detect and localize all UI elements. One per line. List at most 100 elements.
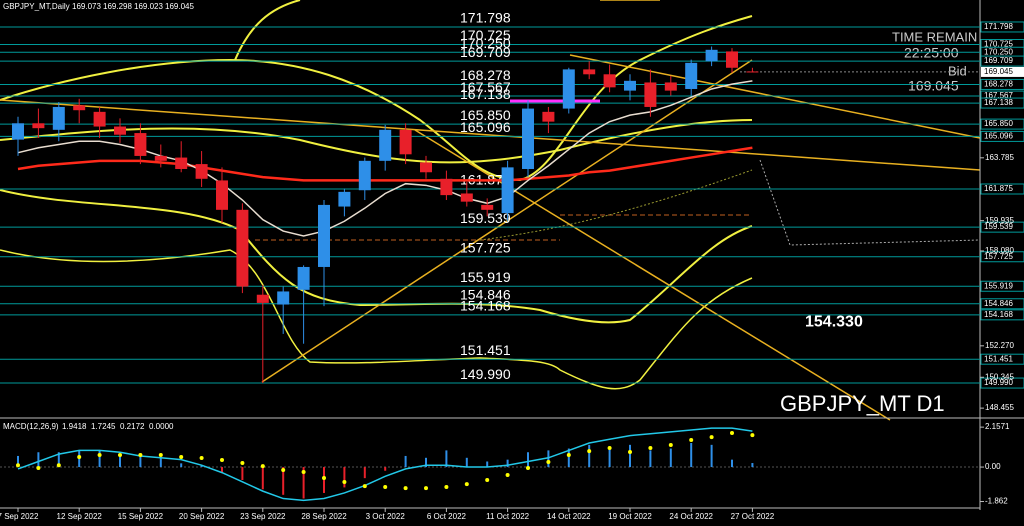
level-label: 154.846 bbox=[460, 286, 511, 302]
level-label: 170.250 bbox=[460, 35, 511, 51]
candle-body bbox=[542, 111, 555, 122]
y-tick-label: 158.080 bbox=[985, 246, 1014, 255]
bid-value: 169.045 bbox=[908, 78, 959, 94]
header-ohlc: 169.298 bbox=[103, 2, 132, 11]
y-tick-label: 148.455 bbox=[985, 403, 1014, 412]
level-tag bbox=[980, 183, 1024, 195]
signal-dot bbox=[97, 453, 102, 458]
band-line bbox=[234, 0, 301, 61]
trendline bbox=[0, 99, 981, 171]
level-tag bbox=[980, 21, 1024, 33]
signal-dot bbox=[260, 464, 265, 469]
y-tick-label: 168.278 bbox=[984, 80, 1013, 89]
signal-dot bbox=[607, 445, 612, 450]
candle-body bbox=[318, 204, 330, 267]
signal-dot bbox=[668, 443, 673, 448]
y-tick-label: 165.096 bbox=[984, 132, 1013, 141]
x-tick-label: 7 Sep 2022 bbox=[0, 512, 39, 521]
signal-dot bbox=[689, 438, 694, 443]
time-remain-label: TIME REMAIN bbox=[892, 29, 977, 44]
x-tick-label: 28 Sep 2022 bbox=[301, 512, 347, 521]
band-line bbox=[0, 15, 753, 182]
candle-body bbox=[93, 111, 106, 127]
level-label: 167.567 bbox=[460, 79, 511, 95]
signal-dot bbox=[281, 468, 286, 473]
annotation: 154.330 bbox=[805, 313, 863, 330]
candle-body bbox=[358, 160, 371, 191]
signal-dot bbox=[138, 453, 143, 458]
candle-body bbox=[195, 164, 208, 179]
candle-body bbox=[277, 291, 290, 305]
candle-body bbox=[685, 62, 698, 89]
y-tick-label: 170.725 bbox=[984, 40, 1013, 49]
macd-header-value: 1.9418 bbox=[62, 422, 87, 431]
signal-dot bbox=[526, 465, 530, 470]
level-label: 151.451 bbox=[460, 342, 511, 358]
x-tick-label: 19 Oct 2022 bbox=[608, 512, 652, 521]
level-tag bbox=[980, 55, 1024, 67]
y-tick-label: 152.270 bbox=[985, 341, 1014, 350]
candle-body bbox=[562, 69, 575, 109]
dotted-line bbox=[479, 169, 753, 241]
y-tick-label: 163.785 bbox=[985, 153, 1014, 162]
level-label: 171.798 bbox=[460, 10, 511, 26]
x-tick-label: 27 Oct 2022 bbox=[731, 512, 775, 521]
y-tick-label: 149.990 bbox=[984, 378, 1013, 387]
dotted-line bbox=[759, 159, 981, 246]
level-label: 155.919 bbox=[460, 269, 511, 285]
candle-body bbox=[522, 108, 534, 169]
macd-header-value: 1.7245 bbox=[91, 422, 116, 431]
level-label: 157.725 bbox=[460, 239, 511, 255]
candle-body bbox=[134, 133, 147, 156]
signal-dot bbox=[403, 486, 408, 491]
y-tick-label: 0.00 bbox=[985, 462, 1001, 471]
candle-body bbox=[726, 51, 738, 68]
x-tick-label: 23 Sep 2022 bbox=[240, 512, 286, 521]
candle-body bbox=[644, 82, 657, 107]
x-tick-label: 6 Oct 2022 bbox=[427, 512, 467, 521]
band-line bbox=[0, 119, 753, 164]
y-tick-label: -1.862 bbox=[985, 497, 1008, 506]
candle-body bbox=[624, 80, 636, 91]
candle-body bbox=[420, 162, 432, 173]
signal-dot bbox=[628, 450, 632, 455]
level-tag bbox=[980, 251, 1024, 263]
signal-dot bbox=[342, 480, 347, 485]
candle-body bbox=[501, 167, 514, 214]
candle-body bbox=[175, 157, 188, 169]
header-ohlc: 169.073 bbox=[72, 2, 101, 11]
candle-body bbox=[32, 123, 45, 129]
header-ohlc: 169.045 bbox=[165, 2, 194, 11]
candle-body bbox=[338, 191, 351, 207]
level-tag bbox=[980, 377, 1024, 389]
signal-dot bbox=[56, 463, 61, 468]
signal-dot bbox=[546, 460, 551, 465]
signal-dot bbox=[179, 455, 184, 460]
candle-body bbox=[603, 74, 616, 88]
level-label: 167.138 bbox=[460, 86, 511, 102]
x-tick-label: 20 Sep 2022 bbox=[179, 512, 225, 521]
signal-dot bbox=[199, 455, 204, 460]
candle-body bbox=[236, 209, 249, 287]
x-tick-label: 15 Sep 2022 bbox=[118, 512, 164, 521]
y-tick-label: 2.1571 bbox=[985, 422, 1010, 431]
level-tag bbox=[980, 118, 1024, 130]
signal-dot bbox=[730, 430, 734, 435]
level-tag bbox=[980, 221, 1024, 233]
signal-dot bbox=[444, 485, 449, 490]
symbol-header: GBPJPY_MT,Daily bbox=[3, 2, 70, 11]
y-tick-label: 151.451 bbox=[984, 354, 1013, 363]
signal-dot bbox=[383, 485, 388, 490]
signal-dot bbox=[566, 453, 571, 458]
signal-dot bbox=[362, 484, 367, 489]
y-tick-label: 167.138 bbox=[984, 98, 1013, 107]
y-tick-label: 150.345 bbox=[985, 372, 1014, 381]
level-tag bbox=[980, 280, 1024, 292]
level-label: 165.850 bbox=[460, 107, 511, 123]
signal-dot bbox=[464, 482, 469, 487]
y-tick-label: 165.850 bbox=[984, 119, 1013, 128]
signal-dot bbox=[505, 473, 510, 478]
level-label: 169.709 bbox=[460, 44, 511, 60]
level-tag bbox=[980, 298, 1024, 310]
